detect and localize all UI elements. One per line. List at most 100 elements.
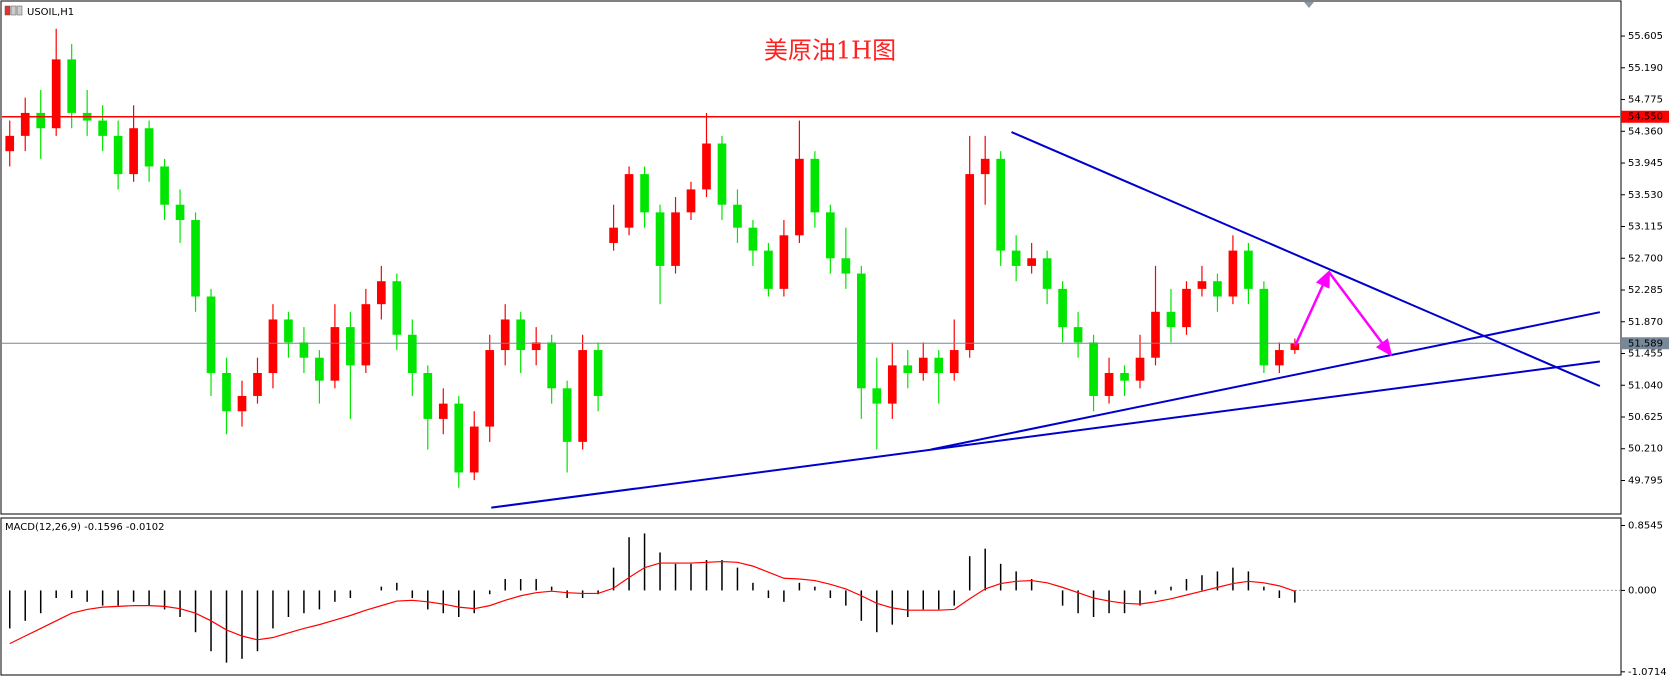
candle-body xyxy=(1213,281,1222,297)
candle-body xyxy=(346,327,355,366)
candle-body xyxy=(1259,288,1269,366)
candle-body xyxy=(191,220,200,297)
candle-body xyxy=(485,350,495,427)
candle-body xyxy=(1027,258,1036,266)
candle-body xyxy=(578,350,587,442)
candle-body xyxy=(1244,250,1253,289)
candle-body xyxy=(253,373,262,396)
y-tick-label: -1.0714 xyxy=(1628,667,1667,678)
candle-body xyxy=(640,174,649,213)
candle-body xyxy=(438,403,448,419)
candle-body xyxy=(1290,343,1300,351)
candle-body xyxy=(826,212,835,259)
candle-body xyxy=(160,166,169,205)
y-tick-label: 55.605 xyxy=(1628,31,1663,42)
candle-body xyxy=(1120,373,1129,381)
candle-body xyxy=(918,357,928,374)
candle-body xyxy=(407,334,417,374)
candle-body xyxy=(1151,311,1160,358)
candle-body xyxy=(1197,281,1207,289)
candle-body xyxy=(903,365,913,374)
candle-body xyxy=(934,357,944,374)
symbol-icon xyxy=(4,5,23,16)
y-tick-label: 49.795 xyxy=(1628,475,1663,486)
candle-body xyxy=(655,212,665,266)
candle-body xyxy=(175,204,185,221)
level-tag xyxy=(1621,110,1669,123)
candle-body xyxy=(531,342,541,351)
candle-body xyxy=(965,174,975,351)
candle-body xyxy=(593,350,603,396)
candle-body xyxy=(624,174,634,228)
y-tick-label: 52.700 xyxy=(1628,253,1663,264)
trendline xyxy=(930,311,1601,451)
candle-body xyxy=(547,342,556,389)
candle-body xyxy=(717,143,727,205)
candle-body xyxy=(779,235,789,289)
y-tick-label: 53.945 xyxy=(1628,158,1663,169)
candle-body xyxy=(454,403,464,473)
candle-body xyxy=(562,388,572,442)
candle-body xyxy=(949,350,959,374)
candle-body xyxy=(423,373,433,419)
candle-body xyxy=(1228,250,1238,297)
candle-body xyxy=(748,227,758,251)
y-tick-label: 52.285 xyxy=(1628,285,1663,296)
candle-body xyxy=(144,128,154,167)
candle-body xyxy=(1089,342,1098,396)
candle-body xyxy=(1073,327,1083,343)
candle-body xyxy=(872,388,882,404)
price-tag-label: 51.589 xyxy=(1628,338,1663,349)
y-tick-label: 50.625 xyxy=(1628,412,1663,423)
y-tick-label: 54.360 xyxy=(1628,126,1663,137)
candle-body xyxy=(1058,288,1067,328)
y-tick-label: 54.775 xyxy=(1628,95,1663,106)
candle-body xyxy=(361,304,371,366)
y-tick-label: 51.455 xyxy=(1628,349,1663,360)
candle-body xyxy=(764,250,773,289)
candle-body xyxy=(315,357,324,381)
candle-body xyxy=(1011,250,1021,266)
y-tick-label: 51.870 xyxy=(1628,317,1663,328)
candle-body xyxy=(51,59,61,129)
y-tick-label: 0.8545 xyxy=(1628,520,1663,531)
y-tick-label: 53.530 xyxy=(1628,190,1663,201)
candle-body xyxy=(887,365,897,404)
macd-panel xyxy=(0,517,1622,676)
candle-body xyxy=(1104,373,1114,396)
symbol-label: USOIL,H1 xyxy=(27,7,74,18)
candle-body xyxy=(516,319,526,351)
candle-body xyxy=(299,342,309,358)
candle-body xyxy=(1166,311,1176,328)
candle-body xyxy=(469,426,479,473)
candle-body xyxy=(810,158,820,213)
candle-body xyxy=(268,319,278,374)
candle-body xyxy=(856,273,866,389)
y-tick-label: 55.190 xyxy=(1628,63,1663,74)
candle-body xyxy=(702,143,711,190)
candle-body xyxy=(686,189,696,213)
candle-body xyxy=(1182,288,1191,328)
forecast-arrow xyxy=(1293,269,1331,347)
level-tag-label: 54.550 xyxy=(1628,112,1663,123)
candle-body xyxy=(609,227,618,243)
candle-body xyxy=(996,158,1006,251)
candle-body xyxy=(1042,258,1052,289)
candle-body xyxy=(733,204,742,228)
candle-body xyxy=(67,59,77,113)
trendline xyxy=(491,360,1601,509)
price-tag xyxy=(1621,337,1669,350)
candle-body xyxy=(795,158,804,236)
price-panel xyxy=(0,0,1622,515)
candle-body xyxy=(222,373,231,412)
shift-marker xyxy=(1304,2,1314,8)
candle-body xyxy=(113,135,123,175)
forecast-arrow xyxy=(1327,271,1393,357)
candle-body xyxy=(980,158,990,175)
candle-body xyxy=(1135,357,1145,381)
trendline xyxy=(1011,131,1601,387)
macd-label: MACD(12,26,9) -0.1596 -0.0102 xyxy=(5,522,165,533)
chart-title: 美原油1H图 xyxy=(764,37,896,65)
candle-body xyxy=(392,281,402,335)
